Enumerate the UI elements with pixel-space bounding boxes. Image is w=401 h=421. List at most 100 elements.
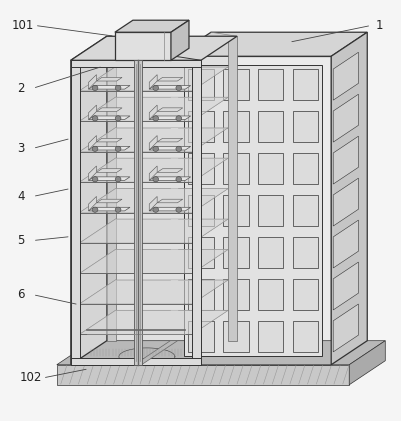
- Polygon shape: [332, 136, 358, 184]
- Polygon shape: [149, 116, 190, 120]
- Bar: [292, 237, 318, 268]
- Bar: [222, 195, 248, 226]
- Polygon shape: [96, 139, 122, 142]
- Polygon shape: [157, 169, 182, 172]
- Bar: [187, 153, 213, 184]
- Ellipse shape: [176, 116, 181, 121]
- Polygon shape: [79, 189, 228, 213]
- Polygon shape: [115, 20, 188, 32]
- Polygon shape: [96, 77, 122, 81]
- Polygon shape: [119, 348, 174, 365]
- Polygon shape: [88, 85, 130, 89]
- Polygon shape: [88, 197, 96, 211]
- Text: 1: 1: [375, 19, 382, 32]
- Ellipse shape: [115, 146, 121, 152]
- Bar: [174, 56, 330, 365]
- Ellipse shape: [152, 146, 158, 152]
- Text: 3: 3: [17, 142, 24, 155]
- Ellipse shape: [152, 116, 158, 121]
- Ellipse shape: [176, 146, 181, 152]
- Polygon shape: [79, 97, 228, 121]
- Text: 6: 6: [17, 288, 24, 301]
- Bar: [187, 195, 213, 226]
- Polygon shape: [149, 147, 190, 150]
- Polygon shape: [79, 36, 228, 60]
- Polygon shape: [332, 304, 358, 352]
- Bar: [107, 36, 237, 341]
- Ellipse shape: [115, 177, 121, 182]
- Ellipse shape: [115, 85, 121, 91]
- Polygon shape: [88, 136, 96, 150]
- Bar: [187, 237, 213, 268]
- Polygon shape: [57, 365, 348, 385]
- Bar: [292, 153, 318, 184]
- Polygon shape: [88, 75, 96, 89]
- Polygon shape: [149, 105, 157, 120]
- Text: 5: 5: [17, 234, 24, 247]
- Bar: [292, 69, 318, 100]
- Bar: [222, 321, 248, 352]
- Polygon shape: [149, 75, 157, 89]
- Bar: [187, 69, 213, 100]
- Polygon shape: [134, 341, 177, 365]
- Polygon shape: [71, 36, 237, 60]
- Polygon shape: [149, 197, 157, 211]
- Bar: [222, 237, 248, 268]
- Ellipse shape: [152, 177, 158, 182]
- Polygon shape: [88, 105, 96, 120]
- Polygon shape: [149, 207, 190, 211]
- Polygon shape: [88, 177, 130, 181]
- Ellipse shape: [92, 207, 98, 212]
- Bar: [71, 60, 200, 67]
- Polygon shape: [332, 94, 358, 142]
- Polygon shape: [170, 20, 188, 60]
- Bar: [292, 111, 318, 142]
- Text: 101: 101: [12, 19, 34, 32]
- Ellipse shape: [92, 85, 98, 91]
- Polygon shape: [149, 136, 157, 150]
- Bar: [222, 111, 248, 142]
- Polygon shape: [79, 67, 228, 91]
- Polygon shape: [88, 116, 130, 120]
- Bar: [257, 195, 283, 226]
- Bar: [187, 111, 213, 142]
- Bar: [257, 321, 283, 352]
- Polygon shape: [79, 128, 228, 152]
- Polygon shape: [88, 207, 130, 211]
- Polygon shape: [96, 108, 122, 112]
- Bar: [134, 60, 141, 365]
- Bar: [257, 237, 283, 268]
- Polygon shape: [157, 108, 182, 112]
- Ellipse shape: [176, 85, 181, 91]
- Polygon shape: [174, 32, 367, 56]
- Polygon shape: [96, 199, 122, 203]
- Ellipse shape: [115, 116, 121, 121]
- Bar: [257, 111, 283, 142]
- Bar: [107, 36, 115, 341]
- Polygon shape: [79, 158, 228, 182]
- Bar: [222, 279, 248, 310]
- Polygon shape: [332, 178, 358, 226]
- Bar: [187, 279, 213, 310]
- Bar: [115, 32, 170, 60]
- Polygon shape: [332, 262, 358, 310]
- Text: 2: 2: [17, 82, 24, 95]
- Ellipse shape: [92, 146, 98, 152]
- Polygon shape: [88, 166, 96, 181]
- Polygon shape: [57, 341, 384, 365]
- Ellipse shape: [152, 85, 158, 91]
- Ellipse shape: [92, 177, 98, 182]
- Bar: [292, 195, 318, 226]
- Ellipse shape: [92, 116, 98, 121]
- Bar: [183, 65, 322, 356]
- Polygon shape: [332, 52, 358, 100]
- Polygon shape: [79, 249, 228, 273]
- Polygon shape: [330, 32, 367, 365]
- Bar: [292, 321, 318, 352]
- Polygon shape: [88, 147, 130, 150]
- Polygon shape: [79, 280, 228, 304]
- Bar: [222, 69, 248, 100]
- Ellipse shape: [115, 207, 121, 212]
- Polygon shape: [79, 219, 228, 243]
- Polygon shape: [71, 36, 107, 365]
